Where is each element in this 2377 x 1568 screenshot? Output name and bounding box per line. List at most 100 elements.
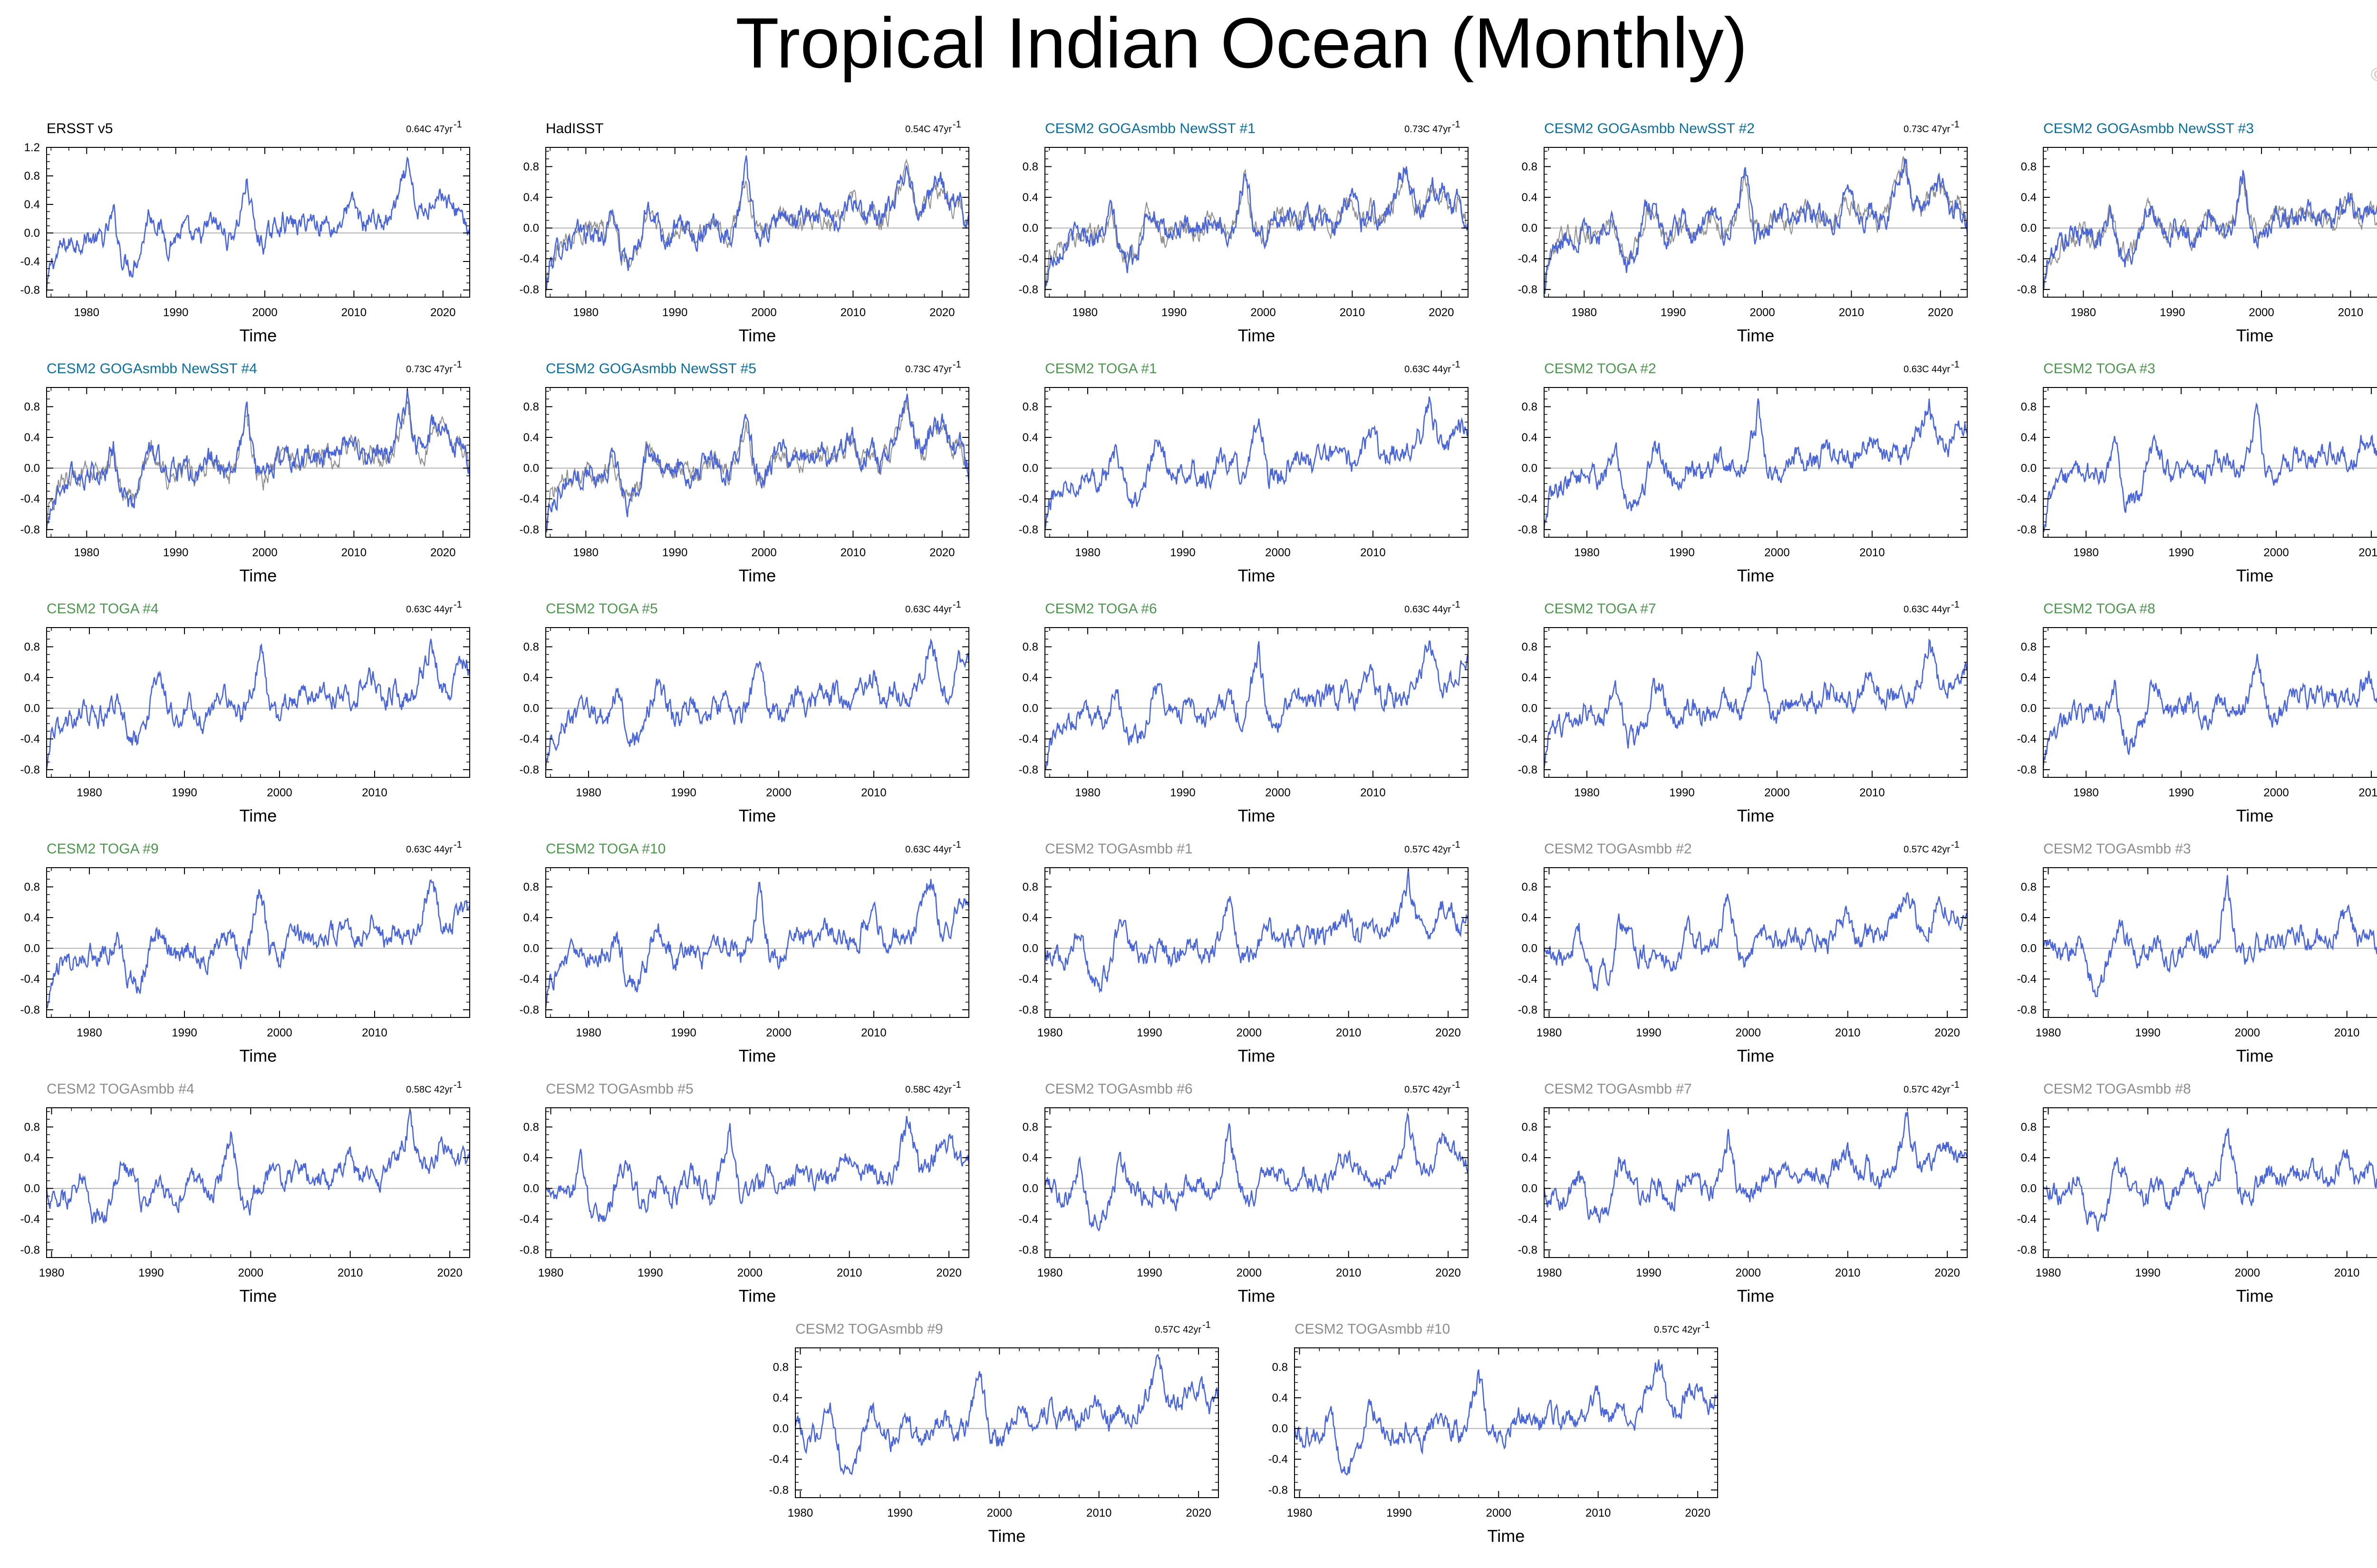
panel-stat-superscript: -1 [1951,840,1960,850]
y-tick-label: -0.8 [1518,764,1537,776]
y-tick-label: 0.4 [2021,191,2037,204]
y-tick-label: -0.8 [2017,283,2037,296]
x-axis-label: Time [1238,1286,1275,1306]
x-tick-label: 2000 [751,306,776,319]
y-tick-label: -0.8 [520,283,539,296]
y-tick-label: 0.4 [1522,671,1537,684]
x-tick-label: 1990 [163,546,188,559]
x-tick-label: 2010 [1086,1507,1111,1520]
y-tick-label: 0.0 [1272,1423,1288,1435]
panel-stat-superscript: -1 [1951,119,1960,130]
x-tick-label: 2010 [1340,306,1365,319]
y-tick-label: -0.8 [769,1484,789,1497]
x-tick-label: 2010 [1336,1026,1361,1039]
x-tick-label: 2010 [2358,786,2377,799]
panel-title: CESM2 TOGAsmbb #5 [546,1081,694,1097]
x-tick-label: 2010 [1835,1267,1860,1279]
x-tick-label: 1990 [671,1026,696,1039]
series-line [2042,875,2377,997]
panel-stat: 0.73C 47yr [1904,124,1950,135]
x-tick-label: 1980 [1536,1267,1562,1279]
y-tick-label: -0.8 [2017,523,2037,536]
panel-title: CESM2 TOGAsmbb #6 [1045,1081,1193,1097]
panel-stat: 0.73C 47yr [905,364,952,375]
panel-stat: 0.57C 42yr [1654,1325,1701,1335]
panel-12: CESM2 TOGA #5 0.63C 44yr -1 -0.8 -0.4 0.0 0.4 0… [520,600,970,825]
series-line [545,155,970,291]
x-axis-label: Time [739,566,776,585]
x-tick-label: 1980 [2073,546,2098,559]
panel-17: CESM2 TOGA #10 0.63C 44yr -1 -0.8 -0.4 0.0 0.4… [520,840,970,1065]
series-line [2042,1127,2377,1232]
y-tick-label: -0.4 [2017,1213,2037,1226]
y-tick-label: 0.4 [773,1392,789,1404]
y-tick-label: 0.8 [24,881,40,893]
y-tick-label: 0.0 [1023,942,1038,955]
x-tick-label: 1980 [573,306,599,319]
panel-stat: 0.58C 42yr [406,1084,453,1095]
y-tick-label: 0.0 [1023,702,1038,715]
x-tick-label: 2000 [737,1267,763,1279]
panel-title: CESM2 TOGA #9 [47,841,159,857]
x-tick-label: 2010 [837,1267,862,1279]
panel-11: CESM2 TOGA #4 0.63C 44yr -1 -0.8 -0.4 0.0 0.4 0… [20,600,471,825]
panel-stat-superscript: -1 [1701,1320,1710,1330]
y-tick-label: -0.4 [20,733,40,745]
y-tick-label: 0.8 [523,400,539,413]
x-tick-label: 2020 [1435,1026,1460,1039]
panel-title: CESM2 TOGA #6 [1045,601,1157,617]
x-tick-label: 1980 [1536,1026,1562,1039]
x-tick-label: 2000 [252,546,277,559]
x-tick-label: 1980 [1574,546,1599,559]
panel-stat: 0.63C 44yr [905,604,952,615]
panel-stat: 0.63C 44yr [406,844,453,855]
series-line [545,1115,970,1223]
x-axis-label: Time [739,806,776,825]
x-axis-label: Time [1238,1046,1275,1065]
panel-stat-superscript: -1 [454,119,462,130]
x-tick-label: 2010 [841,546,866,559]
x-tick-label: 1990 [1636,1267,1661,1279]
y-tick-label: -0.8 [1518,523,1537,536]
panel-stat-superscript: -1 [454,600,462,610]
series-line [2042,402,2377,533]
y-tick-label: -0.8 [1518,1004,1537,1016]
y-tick-label: -0.8 [1268,1484,1288,1497]
x-tick-label: 2000 [238,1267,263,1279]
obs-overlay-line [46,400,470,531]
x-tick-label: 1990 [1386,1507,1411,1520]
plot-frame [1044,1107,1469,1258]
y-tick-label: 0.0 [2021,462,2037,475]
panel-3: CESM2 GOGAsmbb NewSST #1 0.73C 47yr -1 -0.8… [1019,119,1469,345]
panel-stat: 0.54C 47yr [905,124,952,135]
panel-27: CESM2 TOGAsmbb #10 0.57C 42yr -1 -0.8 -0.4 0.… [1268,1320,1719,1546]
y-tick-label: -0.4 [520,252,539,265]
x-axis-label: Time [1488,1526,1525,1546]
y-tick-label: -0.8 [520,1004,539,1016]
y-tick-label: 0.4 [24,911,40,924]
panel-23: CESM2 TOGAsmbb #6 0.57C 42yr -1 -0.8 -0.4 0.0… [1019,1080,1469,1306]
y-tick-label: 0.0 [1522,1182,1537,1195]
plot-frame [1544,147,1968,298]
panel-title: CESM2 TOGA #2 [1544,361,1656,377]
y-tick-label: -0.8 [1518,283,1537,296]
y-tick-label: -0.4 [1518,252,1537,265]
x-tick-label: 1980 [1574,786,1599,799]
x-tick-label: 2000 [2235,1267,2260,1279]
y-tick-label: -0.4 [520,973,539,986]
plot-frame [2043,867,2377,1018]
x-tick-label: 1990 [1161,306,1187,319]
y-tick-label: 0.4 [523,1152,539,1164]
panel-stat-superscript: -1 [953,119,961,130]
y-tick-label: 0.0 [2021,222,2037,235]
y-tick-label: -0.8 [520,523,539,536]
plot-frame [545,627,969,778]
x-tick-label: 1990 [887,1507,912,1520]
panel-21: CESM2 TOGAsmbb #4 0.58C 42yr -1 -0.8 -0.4 0.0… [20,1080,471,1306]
y-tick-label: 0.8 [1023,400,1038,413]
panel-2: HadISST 0.54C 47yr -1 -0.8 -0.4 0.0 0.4 0.8 1980… [520,119,970,345]
x-tick-label: 2000 [267,786,292,799]
y-tick-label: 0.4 [24,198,40,211]
obs-overlay-line [1044,167,1469,291]
y-tick-label: 0.8 [24,640,40,653]
